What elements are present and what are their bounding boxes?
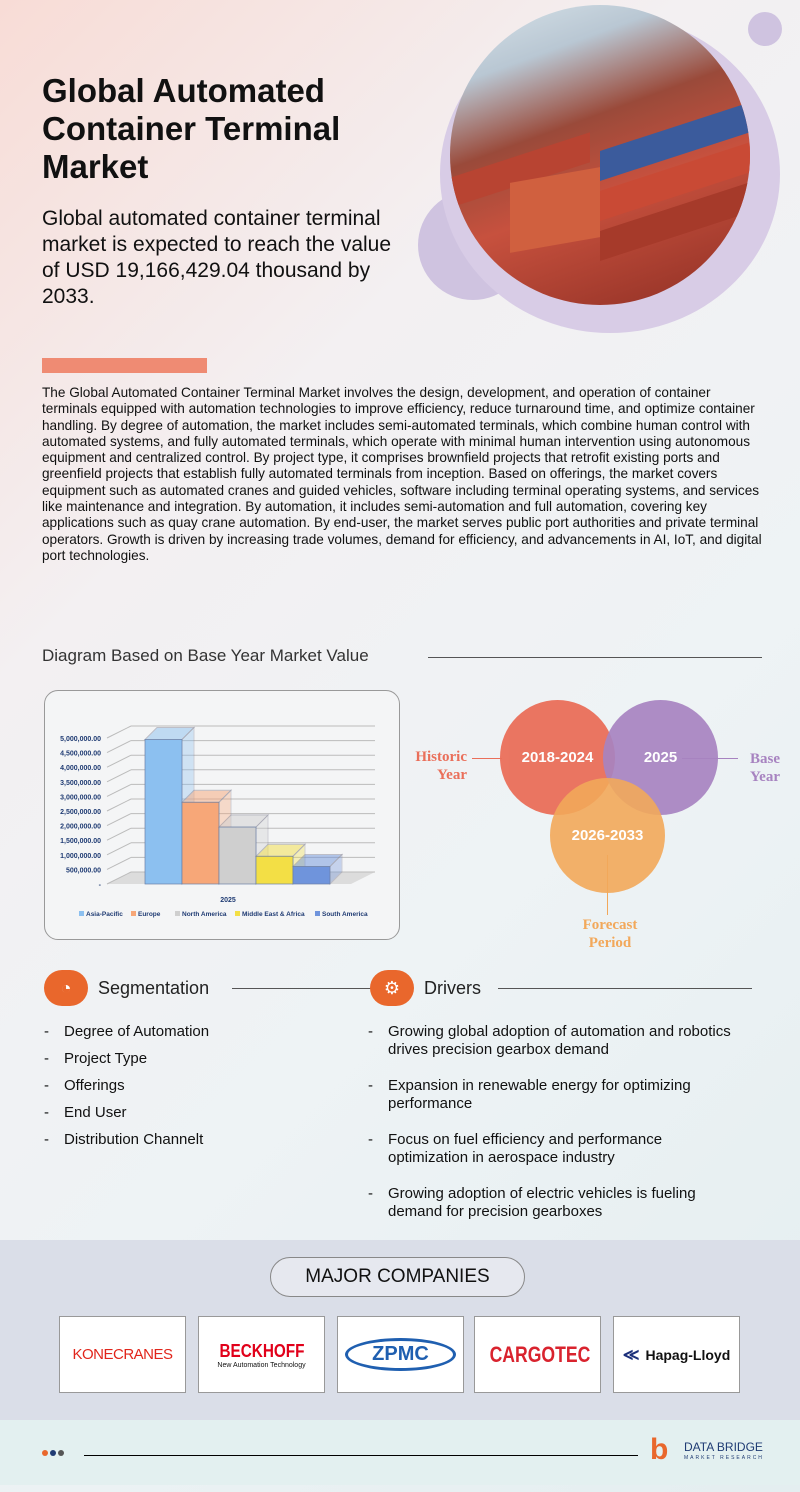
historic-years: 2018-2024 [521,749,594,766]
footer: b DATA BRIDGE MARKET RESEARCH [0,1420,800,1485]
legend-swatch [315,911,320,916]
logo-text: Hapag-Lloyd [645,1346,731,1363]
legend-swatch [235,911,240,916]
pie-chart-icon: ◔ [44,970,88,1006]
y-tick-label: 5,000,000.00 [60,736,101,743]
y-tick-label: 1,500,000.00 [60,838,101,845]
y-tick-label: 2,000,000.00 [60,824,101,831]
decor-dot [748,12,782,46]
logo-text: BECKHOFF [219,1340,304,1361]
gridline-diag [106,842,132,856]
list-item: Expansion in renewable energy for optimi… [368,1077,738,1113]
list-item: Project Type [44,1050,344,1068]
accent-bar [42,358,207,373]
segmentation-list: Degree of Automation Project Type Offeri… [44,1023,344,1149]
legend-swatch [131,911,136,916]
year-venn: 2018-2024 2025 2026-2033 Historic Year B… [410,690,790,951]
list-item: Distribution Channelt [44,1131,344,1149]
list-item: Growing global adoption of automation an… [368,1023,738,1059]
divider [498,988,752,989]
y-tick-label: 3,500,000.00 [60,780,101,787]
container-photo [450,5,750,305]
gridline-diag [106,856,132,870]
y-tick-label: 4,000,000.00 [60,765,101,772]
forecast-label: Forecast Period [582,917,638,951]
list-item: Offerings [44,1077,344,1095]
segmentation-header: ◔ Segmentation [44,970,209,1006]
y-tick-label: 4,500,000.00 [60,751,101,758]
y-tick-label: 1,000,000.00 [60,853,101,860]
logo-zpmc: ZPMC [337,1316,464,1393]
hapag-mark-icon: ≪ [622,1346,640,1364]
gridline-diag [106,754,132,768]
gridline-diag [106,783,132,797]
chart-svg: - 500,000.00 1,000,000.00 1,500,000.00 2,000… [60,725,375,918]
forecast-arrow [607,855,608,915]
y-tick-label: 500,000.00 [66,867,101,874]
y-tick-label: 3,000,000.00 [60,794,101,801]
drivers-title: Drivers [424,977,481,998]
legend-label: Asia-Pacific [86,911,123,918]
list-item: Degree of Automation [44,1023,344,1041]
gridline-diag [106,871,132,885]
brand-name: DATA BRIDGE [684,1440,763,1454]
historic-label: Historic Year [415,749,467,783]
bar-europe [181,801,220,885]
legend-swatch [175,911,180,916]
gridline-diag [106,725,132,739]
legend-label: Europe [138,911,161,918]
logo-text: CARGOTEC [489,1341,590,1367]
brand-tagline: MARKET RESEARCH [684,1455,764,1461]
y-tick-label: 2,500,000.00 [60,809,101,816]
logo-cargotec: CARGOTEC [474,1316,601,1393]
footer-line [84,1455,638,1456]
divider [428,657,762,658]
gridline-diag [106,769,132,783]
gridline-diag [106,798,132,812]
divider [232,988,372,989]
gridline-diag [106,740,132,754]
base-label: Base Year [750,751,780,785]
drivers-list: Growing global adoption of automation an… [368,1023,738,1221]
base-year: 2025 [643,749,678,766]
diagram-title: Diagram Based on Base Year Market Value [42,646,369,665]
page-title: Global Automated Container Terminal Mark… [42,72,341,185]
historic-arrow [472,758,502,759]
logo-beckhoff: BECKHOFF New Automation Technology [198,1316,325,1393]
subtitle: Global automated container terminal mark… [42,207,392,308]
legend-label: South America [322,911,368,918]
brand-logo-icon: b [650,1433,669,1466]
gridline-diag [106,813,132,827]
list-item: End User [44,1104,344,1122]
forecast-years: 2026-2033 [571,827,644,844]
segmentation-title: Segmentation [98,977,210,998]
logo-text: ZPMC [345,1338,456,1371]
drivers-header: ⚙ Drivers [370,970,481,1006]
legend-label: Middle East & Africa [242,911,305,918]
legend-swatch [79,911,84,916]
description: The Global Automated Container Terminal … [42,385,762,563]
bar-middle-east-africa [255,855,294,885]
x-tick-label: 2025 [220,897,236,904]
bar-asia-pacific [144,739,183,885]
logo-tagline: New Automation Technology [217,1361,306,1369]
logo-hapag-lloyd: ≪ Hapag-Lloyd [613,1316,740,1393]
logo-konecranes: KONECRANES [59,1316,186,1393]
logo-text: KONECRANES [72,1346,173,1363]
list-item: Focus on fuel efficiency and performance… [368,1131,738,1167]
gears-icon: ⚙ [370,970,414,1006]
bar-north-america [218,826,257,885]
bar-south-america [292,866,331,885]
legend-label: North America [182,911,227,918]
bar-chart: - 500,000.00 1,000,000.00 1,500,000.00 2,000… [44,690,400,940]
base-arrow [682,758,738,759]
dots-icon [42,1450,64,1456]
list-item: Growing adoption of electric vehicles is… [368,1185,738,1221]
venn-historic: 2018-2024 [500,700,615,815]
y-tick-label: - [99,882,102,889]
companies-title: MAJOR COMPANIES [270,1257,525,1297]
gridline-diag [106,827,132,841]
